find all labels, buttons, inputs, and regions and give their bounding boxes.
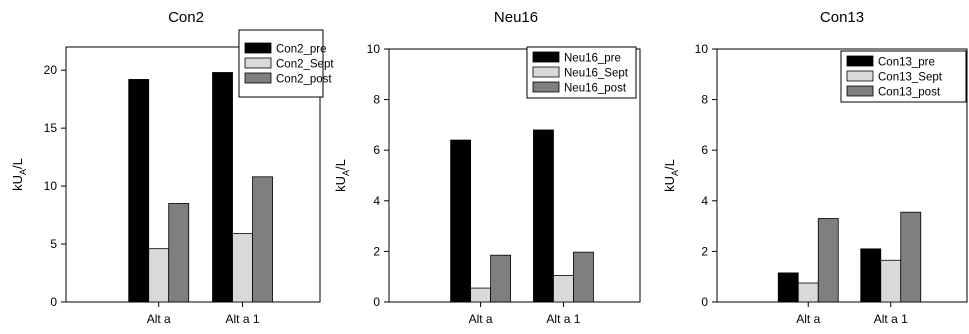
legend-label: Neu16_Sept xyxy=(564,68,629,80)
legend-swatch xyxy=(846,55,874,67)
legend-label: Neu16_pre xyxy=(564,53,621,65)
y-tick-label: 8 xyxy=(701,93,708,107)
y-tick-label: 4 xyxy=(701,194,708,208)
y-tick-label: 6 xyxy=(373,143,380,157)
legend-label: Neu16_post xyxy=(564,83,627,95)
legend-swatch xyxy=(244,72,272,84)
chart-panel-2: Con13 0 2 4 6 8 10 kUA/L Alt a Alt a 1 Con13_pre Co… xyxy=(662,9,968,326)
y-axis-label: kUA/L xyxy=(662,159,680,192)
chart-title: Neu16 xyxy=(494,9,538,26)
legend-label: Con2_pre xyxy=(276,44,327,56)
plot-frame xyxy=(388,48,641,303)
x-tick-label: Alt a xyxy=(147,312,171,326)
bar-con13-sept-1 xyxy=(880,259,902,303)
chart-panel-1: Neu16 0 2 4 6 8 10 kUA/L Alt a Alt a 1 Neu16_pre Ne… xyxy=(333,9,641,326)
y-tick-label: 10 xyxy=(695,42,709,56)
y-tick-label: 8 xyxy=(373,93,380,107)
y-tick-label: 0 xyxy=(50,295,57,309)
bar-neu16-sept-1 xyxy=(553,275,574,303)
y-axis-label-main: kU xyxy=(662,176,677,192)
bar-con2-pre-0 xyxy=(128,79,150,303)
x-tick-label: Alt a xyxy=(796,312,820,326)
legend-label: Con13_pre xyxy=(878,57,935,69)
bar-neu16-pre-0 xyxy=(450,139,472,303)
legend-label: Con13_Sept xyxy=(878,72,943,84)
plot-frame xyxy=(716,48,968,303)
legend-swatch xyxy=(244,57,272,69)
plot-frame xyxy=(65,46,321,303)
y-tick-label: 10 xyxy=(367,42,381,56)
y-tick-label: 2 xyxy=(373,244,380,258)
y-axis-label-suffix: /L xyxy=(10,158,25,169)
bar-con2-post-0 xyxy=(168,203,190,303)
bar-neu16-pre-1 xyxy=(533,129,554,303)
chart-title: Con2 xyxy=(168,9,204,26)
x-tick-label: Alt a 1 xyxy=(226,312,260,326)
y-tick-label: 20 xyxy=(44,63,58,77)
bar-con2-pre-1 xyxy=(212,72,233,303)
legend-label: Con2_Sept xyxy=(276,59,334,71)
legend-swatch xyxy=(244,42,272,54)
bar-con2-sept-0 xyxy=(148,248,170,303)
x-tick-label: Alt a xyxy=(469,312,493,326)
bar-con13-pre-1 xyxy=(860,248,882,303)
bar-con13-pre-0 xyxy=(777,272,799,303)
bar-neu16-sept-0 xyxy=(470,287,492,303)
y-tick-label: 6 xyxy=(701,143,708,157)
y-tick-label: 5 xyxy=(50,237,57,251)
y-tick-label: 15 xyxy=(44,121,58,135)
bar-con13-sept-0 xyxy=(797,282,819,303)
chart-title: Con13 xyxy=(820,9,864,26)
chart-panel-0: Con2 0 5 10 15 20 kUA/L Alt a Alt a 1 Con2_pre Con… xyxy=(10,9,334,326)
y-axis-label-main: kU xyxy=(10,175,25,191)
y-tick-label: 0 xyxy=(701,295,708,309)
y-tick-label: 4 xyxy=(373,194,380,208)
y-axis-label-main: kU xyxy=(333,176,348,192)
legend-label: Con13_post xyxy=(878,87,941,99)
legend-swatch xyxy=(846,85,874,97)
legend-swatch xyxy=(846,70,874,82)
bar-neu16-post-0 xyxy=(490,254,512,303)
y-tick-label: 0 xyxy=(373,295,380,309)
legend-label: Con2_post xyxy=(276,74,332,86)
bar-neu16-post-1 xyxy=(573,251,594,303)
y-tick-label: 10 xyxy=(44,179,58,193)
y-tick-label: 2 xyxy=(701,244,708,258)
y-axis-label-subscript: A xyxy=(341,170,351,176)
y-axis-label: kUA/L xyxy=(333,159,351,192)
y-axis-label-suffix: /L xyxy=(333,159,348,170)
y-axis-label-suffix: /L xyxy=(662,159,677,170)
y-axis-label: kUA/L xyxy=(10,158,28,191)
y-axis-label-subscript: A xyxy=(18,169,28,175)
bar-con13-post-0 xyxy=(817,218,839,303)
x-tick-label: Alt a 1 xyxy=(874,312,908,326)
bar-con2-post-1 xyxy=(252,176,273,303)
y-axis-label-subscript: A xyxy=(670,170,680,176)
legend-swatch xyxy=(532,66,560,78)
legend-swatch xyxy=(532,81,560,93)
bar-con2-sept-1 xyxy=(232,233,253,303)
bar-con13-post-1 xyxy=(900,211,922,303)
legend-swatch xyxy=(532,51,560,63)
x-tick-label: Alt a 1 xyxy=(546,312,580,326)
